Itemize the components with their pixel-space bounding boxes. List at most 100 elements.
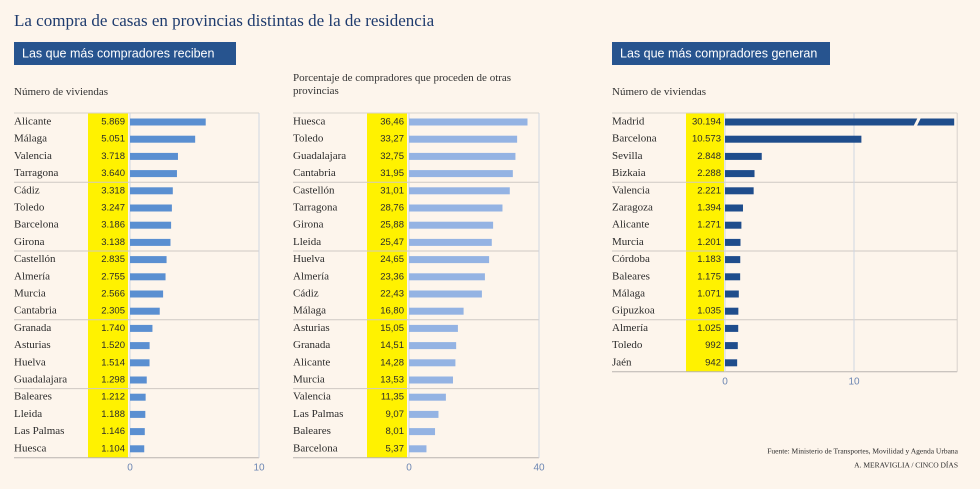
category-label: Murcia [612,236,644,248]
value-label: 24,65 [380,254,404,265]
category-label: Murcia [14,288,46,300]
chart-subtitle: Número de viviendas [612,86,707,98]
value-label: 5.051 [101,134,125,145]
value-label: 14,51 [380,340,404,351]
bar [725,170,755,178]
source: Fuente: Ministerio de Transportes, Movil… [767,447,958,456]
category-label: Guadalajara [14,374,67,386]
value-label: 3.138 [101,237,125,248]
category-label: Almería [612,322,648,334]
bar [130,256,167,264]
bar [725,273,741,281]
bar [130,187,173,195]
category-label: Baleares [612,270,650,282]
value-label: 14,28 [380,357,404,368]
bar [409,359,456,367]
category-label: Murcia [293,374,325,386]
value-label: 3.640 [101,168,125,179]
value-label: 3.247 [101,203,125,214]
value-label: 5,37 [386,443,405,454]
credit: A. MERAVIGLIA / CINCO DÍAS [854,460,958,470]
x-tick-label: 40 [533,462,545,473]
chart-subtitle: Porcentaje de compradores que proceden d… [293,72,512,97]
value-label: 2.221 [697,185,721,196]
bar [409,307,464,315]
value-label: 25,88 [380,220,404,231]
value-label: 2.288 [697,168,721,179]
category-label: Zaragoza [612,202,653,214]
value-label: 28,76 [380,203,404,214]
category-label: Lleida [293,236,321,248]
value-label: 1.146 [101,426,125,437]
category-label: Jaén [612,356,632,368]
value-label: 1.183 [697,254,721,265]
bar [409,410,439,418]
value-label: 3.186 [101,220,125,231]
value-label: 1.104 [101,443,125,454]
bar [725,256,741,264]
value-label: 11,35 [381,392,404,403]
category-label: Huelva [14,356,46,368]
value-label: 25,47 [380,237,404,248]
category-label: Almería [14,270,50,282]
category-label: Almería [293,270,329,282]
category-label: Girona [293,219,324,231]
category-label: Castellón [14,253,56,265]
category-label: Sevilla [612,150,643,162]
category-label: Guadalajara [293,150,346,162]
bar [130,359,150,367]
value-label: 1.212 [101,392,125,403]
category-label: Valencia [612,184,650,196]
category-label: Cádiz [293,288,319,300]
title: La compra de casas en provincias distint… [14,11,435,30]
bar [130,118,206,126]
bar [130,273,166,281]
bar [130,135,196,143]
value-label: 5.869 [101,117,125,128]
category-label: Barcelona [612,133,657,145]
bar [130,152,178,160]
value-label: 33,27 [380,134,404,145]
category-label: Granada [293,339,330,351]
category-label: Valencia [293,391,331,403]
bar [725,324,739,332]
x-tick-label: 10 [848,376,860,387]
bar [130,393,146,401]
value-label: 3.318 [101,185,125,196]
bar [725,118,955,126]
value-label: 2.755 [101,271,125,282]
category-label: Tarragona [14,167,59,179]
category-label: Cantabria [14,305,57,317]
category-label: Barcelona [14,219,59,231]
value-label: 1.271 [697,220,721,231]
value-label: 1.394 [697,203,721,214]
bar [725,307,739,315]
value-label: 3.718 [101,151,125,162]
bar [409,445,427,453]
label-highlight [686,113,724,372]
category-label: Valencia [14,150,52,162]
bar [409,324,458,332]
x-tick-label: 0 [406,462,412,473]
value-label: 36,46 [380,117,404,128]
category-label: Málaga [14,133,47,145]
value-label: 2.305 [101,306,125,317]
bar [409,118,528,126]
bar [409,204,503,212]
label-highlight [367,113,407,458]
x-tick-label: 10 [253,462,265,473]
value-label: 2.566 [101,289,125,300]
category-label: Toledo [612,339,643,351]
category-label: Barcelona [293,442,338,454]
bar [130,170,177,178]
bar [725,152,762,160]
value-label: 1.035 [697,306,721,317]
category-label: Huesca [14,442,46,454]
bar [409,290,482,298]
label-highlight [88,113,128,458]
bar [130,324,153,332]
value-label: 32,75 [380,151,404,162]
value-label: 22,43 [380,289,404,300]
